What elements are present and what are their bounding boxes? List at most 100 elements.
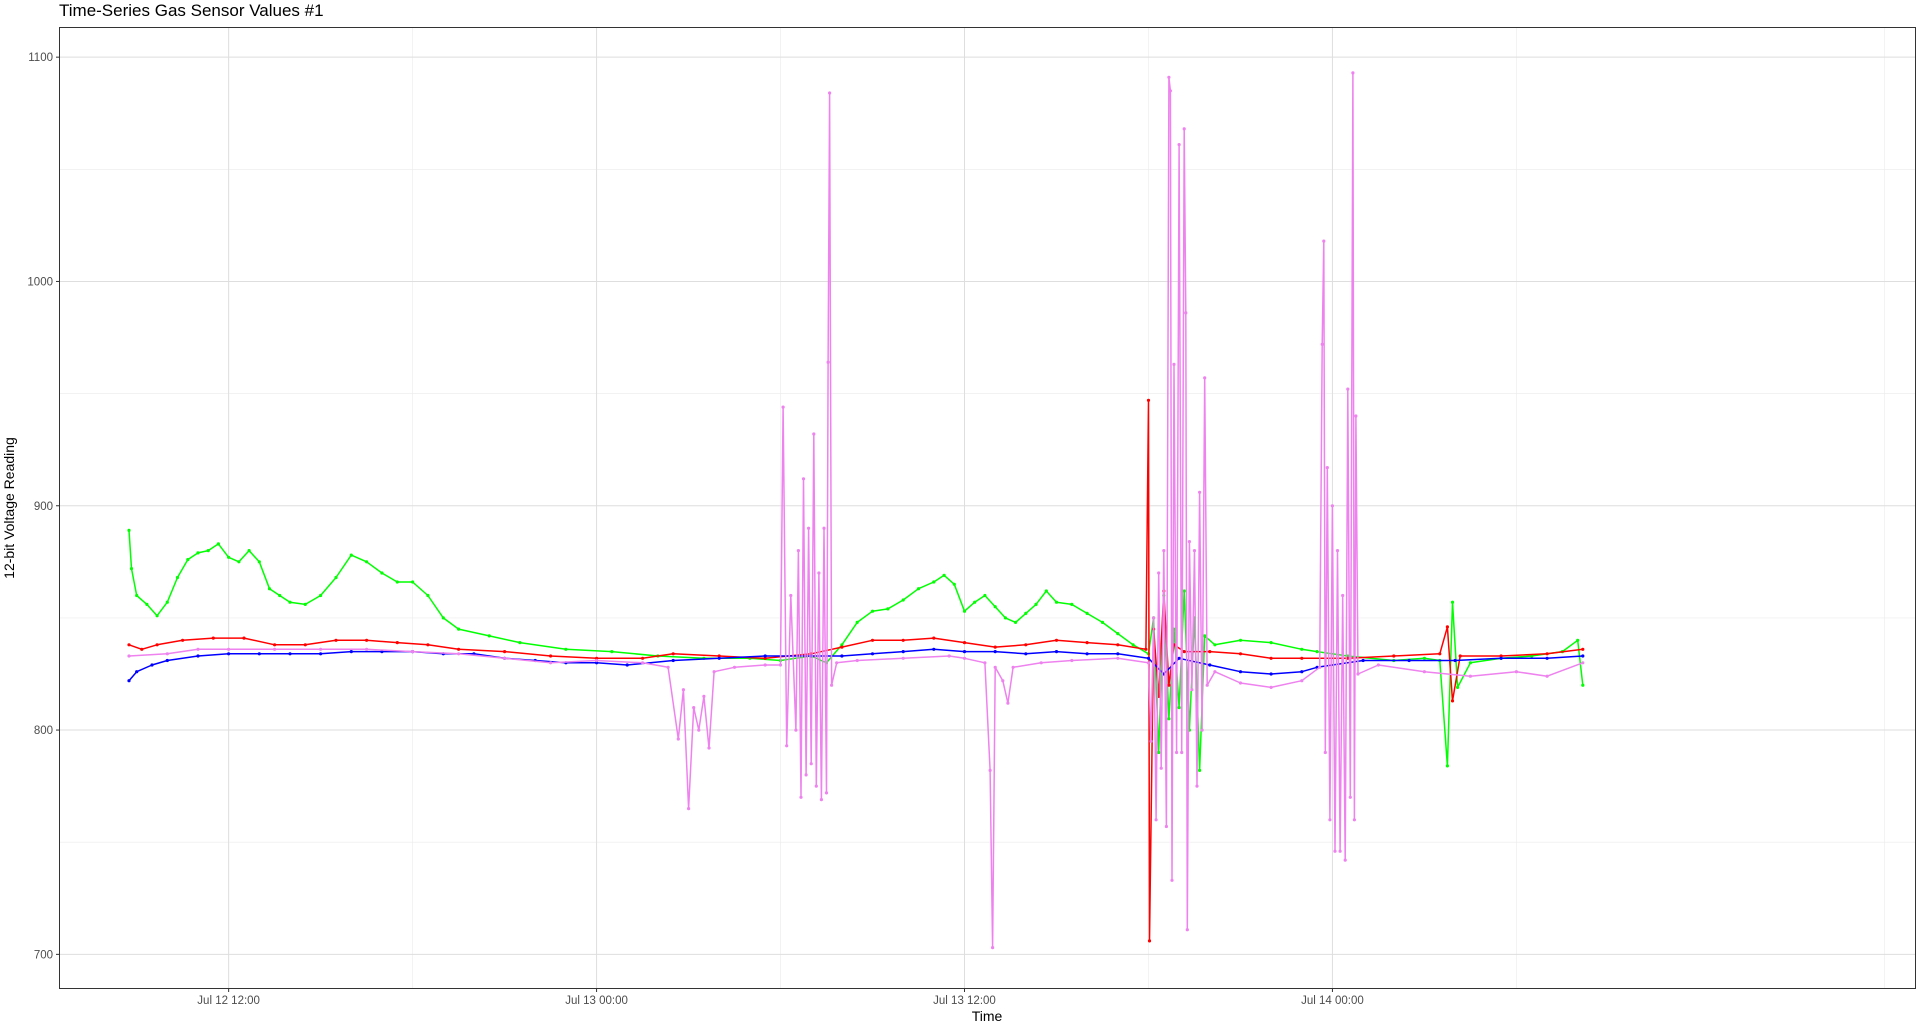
chart-title: Time-Series Gas Sensor Values #1 <box>59 1 324 20</box>
data-point <box>1011 665 1015 669</box>
data-point <box>303 602 307 607</box>
data-point <box>186 558 190 562</box>
data-point <box>901 656 905 660</box>
data-point <box>1238 670 1243 674</box>
data-point <box>1545 652 1549 656</box>
data-point <box>1054 638 1059 642</box>
data-point <box>1085 611 1089 616</box>
data-point <box>1182 127 1186 131</box>
data-point <box>763 656 767 660</box>
data-point <box>1238 681 1243 685</box>
data-point <box>1024 611 1028 616</box>
data-point <box>1238 638 1243 642</box>
data-point <box>1175 750 1179 755</box>
data-point <box>1100 620 1105 625</box>
x-tick-label: Jul 13 12:00 <box>933 995 996 1007</box>
data-point <box>932 647 936 651</box>
data-point <box>175 575 180 580</box>
data-point <box>319 593 323 598</box>
data-point <box>1116 652 1120 656</box>
data-point <box>426 643 430 647</box>
data-point <box>237 560 241 564</box>
data-point <box>1198 490 1202 494</box>
data-point <box>1154 818 1158 822</box>
data-point <box>334 638 338 642</box>
data-point <box>247 549 251 553</box>
data-point <box>1351 71 1355 75</box>
data-point <box>901 650 905 654</box>
y-axis-title: 12-bit Voltage Reading <box>1 437 17 579</box>
data-point <box>1044 589 1048 593</box>
data-point <box>1185 928 1189 932</box>
data-point <box>1468 674 1472 678</box>
data-point <box>1187 540 1191 544</box>
data-point <box>1085 652 1089 656</box>
data-point <box>1170 878 1174 882</box>
data-point <box>127 679 131 683</box>
data-point <box>962 609 967 613</box>
data-point <box>1190 688 1194 692</box>
data-point <box>395 641 399 645</box>
data-point <box>993 665 997 669</box>
data-point <box>549 654 553 658</box>
data-point <box>1213 643 1217 647</box>
data-point <box>1177 656 1181 660</box>
data-point <box>1146 398 1151 402</box>
data-point <box>1001 679 1005 683</box>
data-point <box>503 656 507 660</box>
data-point <box>916 587 921 591</box>
data-point <box>1376 663 1380 667</box>
data-point <box>822 526 826 530</box>
data-point <box>1315 650 1319 654</box>
data-point <box>319 647 323 651</box>
data-point <box>257 652 261 656</box>
data-point <box>549 661 553 665</box>
data-point <box>1182 589 1186 593</box>
data-point <box>1581 683 1585 687</box>
data-point <box>365 560 369 564</box>
data-point <box>983 661 987 665</box>
data-point <box>267 587 272 591</box>
data-point <box>717 656 721 660</box>
data-point <box>625 663 629 667</box>
data-point <box>595 656 599 660</box>
y-tick-label: 800 <box>34 725 53 737</box>
data-point <box>1195 784 1199 788</box>
data-point <box>334 575 338 580</box>
data-point <box>1392 654 1396 658</box>
data-point <box>1338 849 1342 853</box>
data-point <box>814 784 818 788</box>
data-point <box>855 658 859 663</box>
data-point <box>1167 75 1171 79</box>
data-point <box>1356 672 1360 676</box>
data-point <box>1300 670 1304 674</box>
data-point <box>1407 658 1411 663</box>
data-point <box>1168 89 1172 93</box>
data-point <box>641 661 645 665</box>
data-point <box>1172 362 1176 366</box>
data-point <box>1450 699 1455 703</box>
data-point <box>1014 620 1018 625</box>
data-point <box>1545 674 1549 678</box>
data-point <box>886 607 890 611</box>
data-point <box>1361 658 1365 663</box>
data-point <box>1333 849 1337 853</box>
data-point <box>1054 650 1059 654</box>
data-point <box>1147 939 1152 943</box>
data-point <box>1182 650 1186 654</box>
data-point <box>855 620 859 625</box>
data-point <box>732 665 737 669</box>
data-point <box>1116 656 1120 660</box>
series-line <box>128 648 1583 682</box>
data-point <box>1146 661 1151 665</box>
data-point <box>796 549 801 553</box>
data-point <box>947 654 951 658</box>
data-point <box>1269 641 1273 645</box>
data-point <box>288 600 292 604</box>
data-point <box>319 652 323 656</box>
series-line <box>128 72 1584 949</box>
data-point <box>962 650 967 654</box>
data-point <box>804 773 808 777</box>
data-point <box>870 609 875 613</box>
x-tick-label: Jul 12 12:00 <box>197 995 260 1007</box>
